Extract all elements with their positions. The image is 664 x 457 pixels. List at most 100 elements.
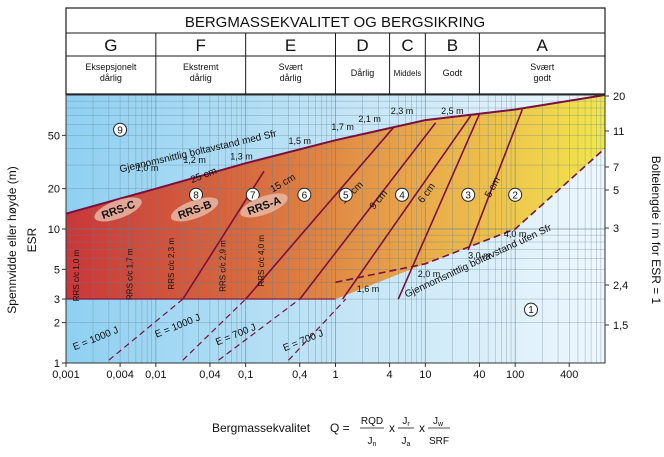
class-letter-b: B [447,36,458,55]
series-line-gjennomsnittlig-boltavstand-uten-sfr [335,147,605,284]
zone-label-5: 5 [343,190,349,201]
zone-marker-5 [338,187,353,202]
bolt-spacing-label: 1,6 m [357,284,380,294]
x-tick-label: 0,1 [238,369,253,381]
y-tick-label: 10 [48,224,60,236]
x-tick-label: 1 [332,369,338,381]
rrs-spacing-label: RRS c/c 1,7 m [126,248,135,300]
zone-label-7: 7 [250,190,256,201]
bolt-spacing-label: 2,0 m [418,269,441,279]
rrs-zone-highlight [94,197,142,222]
series-line-6-cm [397,113,481,300]
series-line-gjennomsnittlig-boltavstand-med-sfr [66,95,605,215]
x-tick-label: 4 [387,369,393,381]
class-desc: Svært [279,62,304,72]
right-tick-label: 5 [613,185,619,197]
bolt-spacing-label: 2,5 m [441,106,464,116]
y-axis-subtitle: ESR [25,227,39,252]
bolt-spacing-label: 1,2 m [183,155,206,165]
class-letter-a: A [537,36,549,55]
zone-label-9: 9 [117,125,123,136]
zone-label-4: 4 [399,190,405,201]
y-tick-label: 50 [48,130,60,142]
zone-marker-3 [461,187,476,202]
class-letter-f: F [196,36,206,55]
bolt-spacing-label: 4,0 m [504,229,527,239]
zone-label-1: 1 [528,305,534,316]
y-tick-label: 1 [54,358,60,370]
right-tick-label: 3 [613,223,619,235]
zone-label-8: 8 [193,190,199,201]
class-desc: dårlig [280,73,302,83]
svg-text:Jn: Jn [368,436,377,448]
svg-text:Ja: Ja [402,436,411,448]
chart-title: BERGMASSEKVALITET OG BERGSIKRING [185,14,485,31]
series-line-15-cm [245,126,395,300]
rrs-spacing-label: RRS c/c 2,3 m [167,238,176,290]
x-tick-label: 0,001 [52,369,80,381]
rrs-spacing-label: RRS c/c 4,0 m [257,235,266,287]
energy-line [288,298,347,361]
zone-marker-9 [113,122,128,137]
svg-text:SRF: SRF [429,436,449,447]
bolt-spacing-label: 3,0 m [468,251,491,261]
energy-line [108,298,184,361]
bolt-spacing-label: 2,1 m [358,114,381,124]
class-desc: dårlig [100,73,122,83]
x-tick-label: 400 [560,369,578,381]
series-line-9-cm [341,115,472,300]
series-line-12-cm [299,122,437,300]
series-line-5-cm [467,109,524,251]
energy-lines [108,298,347,361]
svg-text:Jw: Jw [433,416,444,428]
energy-line [218,298,301,361]
class-desc: Svært [530,62,555,72]
x-tick-label: 10 [419,369,431,381]
x-tick-label: 0,004 [106,369,134,381]
rrs-zone-highlight [170,197,219,222]
y-tick-label: 2 [54,318,60,330]
q-formula: Bergmassekvalitet Q = RQD Jn x Jr Ja x J… [212,416,450,448]
class-desc: dårlig [190,73,212,83]
x-tick-label: 100 [506,369,524,381]
right-axis-title: Boltelengde i m for ESR = 1 [649,156,663,305]
class-desc: godt [533,73,551,83]
x-tick-label: 0,04 [199,369,220,381]
class-letter-d: D [356,36,368,55]
class-letter-e: E [285,36,296,55]
zone-label-3: 3 [465,190,471,201]
svg-text:x: x [419,421,425,435]
right-tick-label: 7 [613,162,619,174]
class-desc: Eksepsjonelt [85,62,137,72]
right-tick-label: 20 [613,91,625,103]
bolt-spacing-label: 1,0 m [136,163,159,173]
class-desc: Ekstremt [183,62,219,72]
zone-marker-2 [508,187,523,202]
class-desc: Dårlig [351,68,375,78]
class-desc: Middels [394,69,422,78]
zone-marker-6 [297,187,312,202]
svg-text:x: x [389,421,395,435]
svg-text:RQD: RQD [361,416,383,427]
class-letter-c: C [401,36,413,55]
rrs-spacing-label: RRS c/c 1,0 m [72,249,81,301]
zone-label-6: 6 [302,190,308,201]
right-tick-label: 2,4 [613,280,628,292]
series-group [66,95,605,300]
y-tick-label: 3 [54,294,60,306]
svg-text:Bergmassekvalitet: Bergmassekvalitet [212,421,311,435]
right-tick-label: 11 [613,126,624,138]
rrs-zone-highlight [240,193,288,218]
class-letter-g: G [104,36,117,55]
grid [66,95,605,363]
axes: 0,001 0,004 0,01 0,04 0,1 0,4 1 4 10 40 100 400 1 2 3 5… [48,91,629,381]
energy-line [182,298,247,361]
bolt-spacing-label: 1,3 m [230,152,253,162]
rrs-spacing-label: RRS c/c 2,9 m [219,240,228,292]
y-tick-label: 20 [48,184,60,196]
class-desc: Godt [443,68,463,78]
y-axis-title: Spennvidde eller høyde (m) [5,166,19,313]
bolt-spacing-label: 2,3 m [391,106,414,116]
